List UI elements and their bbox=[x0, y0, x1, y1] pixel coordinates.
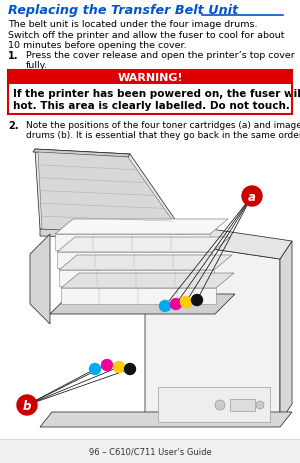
Polygon shape bbox=[38, 153, 182, 234]
Polygon shape bbox=[35, 150, 185, 234]
Polygon shape bbox=[30, 234, 50, 324]
Polygon shape bbox=[33, 150, 130, 158]
Polygon shape bbox=[40, 412, 292, 427]
Circle shape bbox=[17, 395, 37, 415]
Polygon shape bbox=[50, 294, 235, 314]
Circle shape bbox=[124, 364, 136, 375]
Text: 1.: 1. bbox=[8, 51, 19, 61]
Circle shape bbox=[256, 401, 264, 409]
Circle shape bbox=[170, 299, 182, 310]
Circle shape bbox=[181, 297, 191, 308]
Text: drums (b). It is essential that they go back in the same order.: drums (b). It is essential that they go … bbox=[26, 131, 300, 140]
Polygon shape bbox=[61, 274, 234, 288]
Circle shape bbox=[101, 360, 112, 371]
Text: b: b bbox=[23, 399, 31, 412]
Polygon shape bbox=[145, 221, 292, 259]
Text: The belt unit is located under the four image drums.: The belt unit is located under the four … bbox=[8, 20, 257, 29]
Polygon shape bbox=[59, 270, 214, 287]
Bar bbox=[0, 439, 300, 463]
Circle shape bbox=[160, 301, 170, 312]
Text: Replacing the Transfer Belt Unit: Replacing the Transfer Belt Unit bbox=[8, 4, 238, 17]
Polygon shape bbox=[55, 219, 228, 234]
Polygon shape bbox=[40, 230, 185, 239]
Text: WARNING!: WARNING! bbox=[117, 73, 183, 83]
Circle shape bbox=[89, 364, 100, 375]
Polygon shape bbox=[145, 239, 280, 422]
Text: Press the cover release and open the printer’s top cover
fully.: Press the cover release and open the pri… bbox=[26, 51, 295, 70]
Circle shape bbox=[113, 362, 124, 373]
Polygon shape bbox=[55, 234, 210, 250]
Polygon shape bbox=[280, 242, 292, 422]
Text: 96 – C610/C711 User’s Guide: 96 – C610/C711 User’s Guide bbox=[88, 446, 212, 456]
Polygon shape bbox=[61, 288, 216, 304]
Text: a: a bbox=[248, 191, 256, 204]
Polygon shape bbox=[158, 387, 270, 422]
Polygon shape bbox=[57, 238, 230, 252]
Bar bbox=[230, 399, 255, 411]
Circle shape bbox=[242, 187, 262, 206]
Polygon shape bbox=[59, 256, 232, 270]
Circle shape bbox=[215, 400, 225, 410]
Circle shape bbox=[191, 295, 203, 306]
Text: If the printer has been powered on, the fuser will be: If the printer has been powered on, the … bbox=[13, 89, 300, 99]
Text: Switch off the printer and allow the fuser to cool for about
10 minutes before o: Switch off the printer and allow the fus… bbox=[8, 31, 284, 50]
Bar bbox=[8, 71, 292, 115]
Polygon shape bbox=[57, 252, 212, 269]
Bar bbox=[8, 85, 292, 115]
Text: hot. This area is clearly labelled. Do not touch.: hot. This area is clearly labelled. Do n… bbox=[13, 101, 290, 111]
Text: 2.: 2. bbox=[8, 121, 19, 131]
Text: Note the positions of the four toner cartridges (a) and image: Note the positions of the four toner car… bbox=[26, 121, 300, 130]
Bar bbox=[8, 71, 292, 85]
